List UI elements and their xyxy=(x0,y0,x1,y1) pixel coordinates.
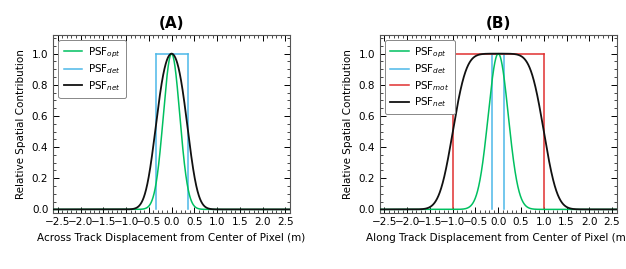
Title: (B): (B) xyxy=(486,16,511,31)
Title: (A): (A) xyxy=(159,16,184,31)
Y-axis label: Relative Spatial Contribution: Relative Spatial Contribution xyxy=(343,49,353,199)
Legend: PSF$_{opt}$, PSF$_{det}$, PSF$_{net}$: PSF$_{opt}$, PSF$_{det}$, PSF$_{net}$ xyxy=(58,40,126,98)
X-axis label: Across Track Displacement from Center of Pixel (m): Across Track Displacement from Center of… xyxy=(38,233,305,243)
X-axis label: Along Track Displacement from Center of Pixel (m): Along Track Displacement from Center of … xyxy=(366,233,626,243)
Y-axis label: Relative Spatial Contribution: Relative Spatial Contribution xyxy=(16,49,26,199)
Legend: PSF$_{opt}$, PSF$_{det}$, PSF$_{mot}$, PSF$_{net}$: PSF$_{opt}$, PSF$_{det}$, PSF$_{mot}$, P… xyxy=(385,40,455,114)
